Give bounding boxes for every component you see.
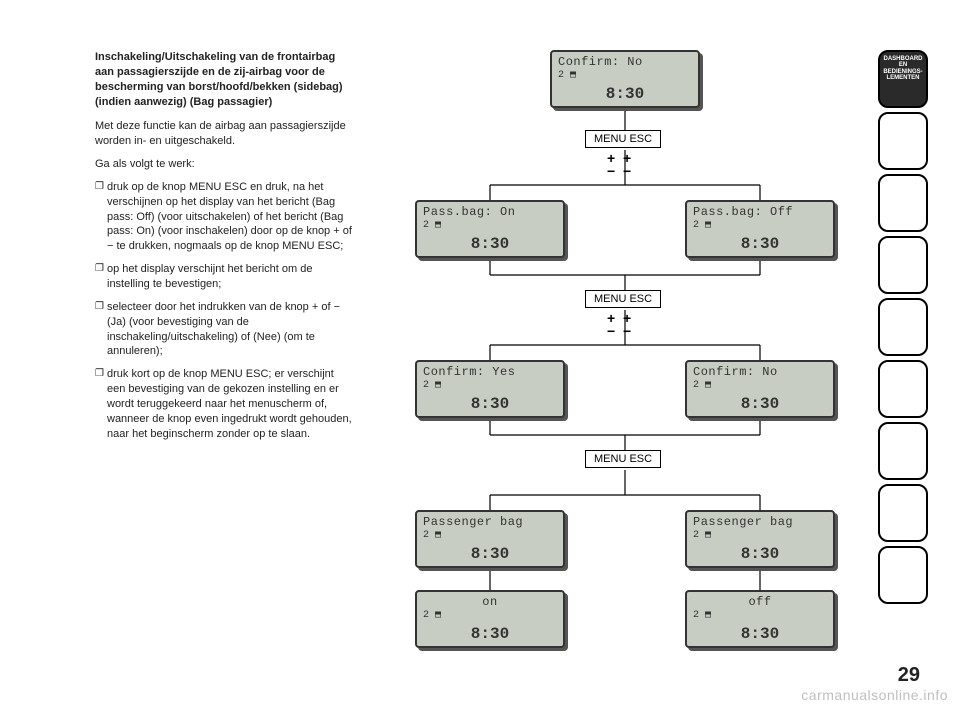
lcd-trip: 2 ⬒ — [423, 529, 557, 541]
lcd-confirm-no-top: Confirm: No 2 ⬒ 8:30 — [550, 50, 700, 108]
lcd-time: 8:30 — [417, 395, 563, 413]
tab-6 — [878, 360, 928, 418]
lcd-trip: 2 ⬒ — [693, 529, 827, 541]
lcd-line1: Pass.bag: Off — [693, 205, 827, 219]
lcd-passbag-on: Pass.bag: On 2 ⬒ 8:30 — [415, 200, 565, 258]
lcd-time: 8:30 — [417, 545, 563, 563]
lcd-trip: 2 ⬒ — [693, 609, 827, 621]
lcd-time: 8:30 — [417, 625, 563, 643]
tab-7 — [878, 422, 928, 480]
tab-dashboard: DASHBOARD EN BEDIENINGS- LEMENTEN — [878, 50, 928, 108]
tab-9 — [878, 546, 928, 604]
lcd-line1: Passenger bag — [423, 515, 557, 529]
lcd-line1: Confirm: No — [693, 365, 827, 379]
lcd-time: 8:30 — [687, 625, 833, 643]
lcd-trip: 2 ⬒ — [693, 379, 827, 391]
lcd-confirm-no: Confirm: No 2 ⬒ 8:30 — [685, 360, 835, 418]
step-4: druk kort op de knop MENU ESC; er versch… — [95, 367, 355, 441]
section-heading: Inschakeling/Uitschakeling van de fronta… — [95, 50, 355, 109]
minus-icon: − — [623, 323, 631, 339]
tab-5 — [878, 298, 928, 356]
minus-icon: − — [607, 163, 615, 179]
lcd-time: 8:30 — [552, 85, 698, 103]
menu-esc-label-2: MENU ESC — [585, 290, 661, 308]
plus-minus-1: + + − − — [607, 152, 631, 177]
paragraph-intro: Met deze functie kan de airbag aan passa… — [95, 119, 355, 149]
watermark: carmanualsonline.info — [801, 687, 948, 703]
lcd-confirm-yes: Confirm: Yes 2 ⬒ 8:30 — [415, 360, 565, 418]
tab-2 — [878, 112, 928, 170]
minus-icon: − — [607, 323, 615, 339]
lcd-line1: Passenger bag — [693, 515, 827, 529]
manual-page: Inschakeling/Uitschakeling van de fronta… — [95, 50, 875, 670]
lcd-passenger-bag-right: Passenger bag 2 ⬒ 8:30 — [685, 510, 835, 568]
lcd-time: 8:30 — [687, 235, 833, 253]
lcd-trip: 2 ⬒ — [423, 609, 557, 621]
minus-icon: − — [623, 163, 631, 179]
menu-esc-label-1: MENU ESC — [585, 130, 661, 148]
lcd-time: 8:30 — [417, 235, 563, 253]
lcd-trip: 2 ⬒ — [693, 219, 827, 231]
lcd-line1: off — [693, 595, 827, 609]
lcd-passbag-off: Pass.bag: Off 2 ⬒ 8:30 — [685, 200, 835, 258]
lcd-trip: 2 ⬒ — [423, 379, 557, 391]
step-3: selecteer door het indrukken van de knop… — [95, 300, 355, 359]
chapter-tabs: DASHBOARD EN BEDIENINGS- LEMENTEN — [878, 50, 928, 604]
lcd-line1: Confirm: No — [558, 55, 692, 69]
tab-label: DASHBOARD EN BEDIENINGS- LEMENTEN — [882, 56, 924, 81]
lcd-line1: Confirm: Yes — [423, 365, 557, 379]
lcd-line1: on — [423, 595, 557, 609]
lcd-trip: 2 ⬒ — [423, 219, 557, 231]
instruction-text-column: Inschakeling/Uitschakeling van de fronta… — [95, 50, 375, 670]
step-2: op het display verschijnt het bericht om… — [95, 262, 355, 292]
plus-minus-2: + + − − — [607, 312, 631, 337]
step-1: druk op de knop MENU ESC en druk, na het… — [95, 180, 355, 254]
lcd-time: 8:30 — [687, 395, 833, 413]
lcd-status-off: off 2 ⬒ 8:30 — [685, 590, 835, 648]
tab-4 — [878, 236, 928, 294]
paragraph-steps: Ga als volgt te werk: — [95, 157, 355, 172]
lcd-trip: 2 ⬒ — [558, 69, 692, 81]
menu-esc-label-3: MENU ESC — [585, 450, 661, 468]
tab-8 — [878, 484, 928, 542]
page-number: 29 — [898, 664, 920, 687]
lcd-passenger-bag-left: Passenger bag 2 ⬒ 8:30 — [415, 510, 565, 568]
menu-flow-diagram: Confirm: No 2 ⬒ 8:30 MENU ESC + + − − Pa… — [375, 50, 875, 650]
tab-3 — [878, 174, 928, 232]
lcd-time: 8:30 — [687, 545, 833, 563]
lcd-status-on: on 2 ⬒ 8:30 — [415, 590, 565, 648]
lcd-line1: Pass.bag: On — [423, 205, 557, 219]
